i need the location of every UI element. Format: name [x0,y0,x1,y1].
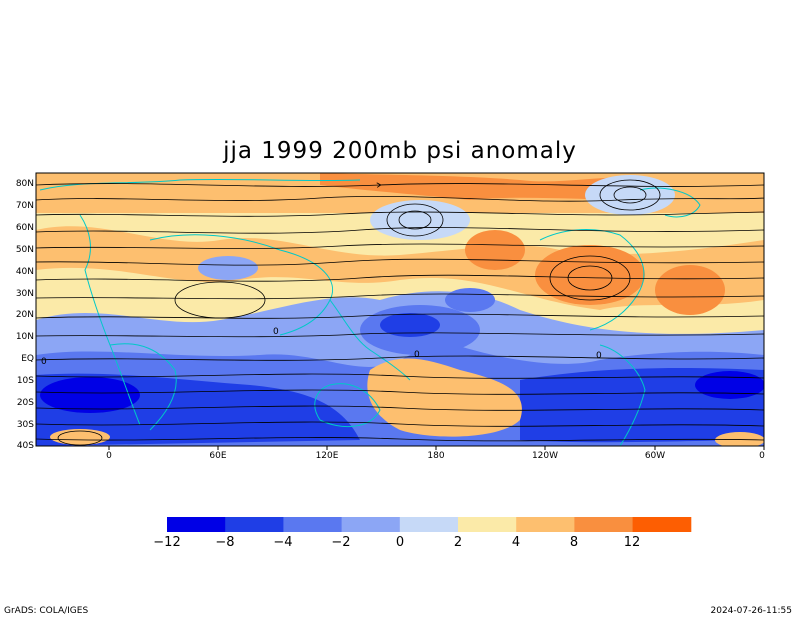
lat-label: 10N [15,332,34,342]
lat-label: 60N [15,223,34,233]
lat-label: 20N [15,310,34,320]
axis-ticks [108,446,765,450]
colorbar [167,517,692,532]
contour-label: 0 [414,350,420,360]
colorbar-label: 12 [623,535,641,550]
streamlines [36,179,764,446]
lat-label: 30S [16,420,34,430]
colorbar-swatch [632,517,692,532]
lat-label: 80N [15,179,34,189]
colorbar-swatch [574,517,634,532]
lat-label: 30N [15,289,34,299]
lat-label: 10S [16,376,34,386]
map-title: jja 1999 200mb psi anomaly [223,138,577,164]
lat-label: 40S [16,441,34,451]
colorbar-swatch [399,517,459,532]
colorbar-swatch [458,517,517,532]
contour-label: 0 [273,327,279,337]
colorbar-label: −8 [215,535,235,550]
lat-label: 50N [15,245,34,255]
colorbar-label: 4 [511,535,521,550]
colorbar-swatch [225,517,284,532]
lon-label: 60W [644,451,666,461]
colorbar-swatch [283,517,343,532]
colorbar-swatch [341,517,401,532]
colorbar-swatch [516,517,575,532]
colorbar-label: −12 [153,535,181,550]
coastlines [39,178,701,446]
contour-label: 0 [596,351,602,361]
footer-timestamp: 2024-07-26-11:55 [710,606,793,616]
contour-label: 0 [41,357,47,367]
colorbar-label: −4 [273,535,293,550]
map-plot-area [36,173,764,446]
colorbar-label: −2 [331,535,351,550]
lon-label: 120W [531,451,559,461]
lon-label: 0 [106,451,112,461]
lat-label: 20S [16,398,34,408]
colorbar-swatch [167,517,226,532]
lon-label: 0 [759,451,765,461]
lat-label: 70N [15,201,34,211]
colorbar-label: 8 [569,535,579,550]
colorbar-label: 2 [453,535,463,550]
lon-label: 60E [209,451,227,461]
lat-label: EQ [21,354,34,364]
lon-label: 180 [427,451,445,461]
footer-credit: GrADS: COLA/IGES [4,606,89,616]
lat-label: 40N [15,267,34,277]
map-border [35,172,765,447]
lon-label: 120E [315,451,339,461]
colorbar-label: 0 [395,535,405,550]
